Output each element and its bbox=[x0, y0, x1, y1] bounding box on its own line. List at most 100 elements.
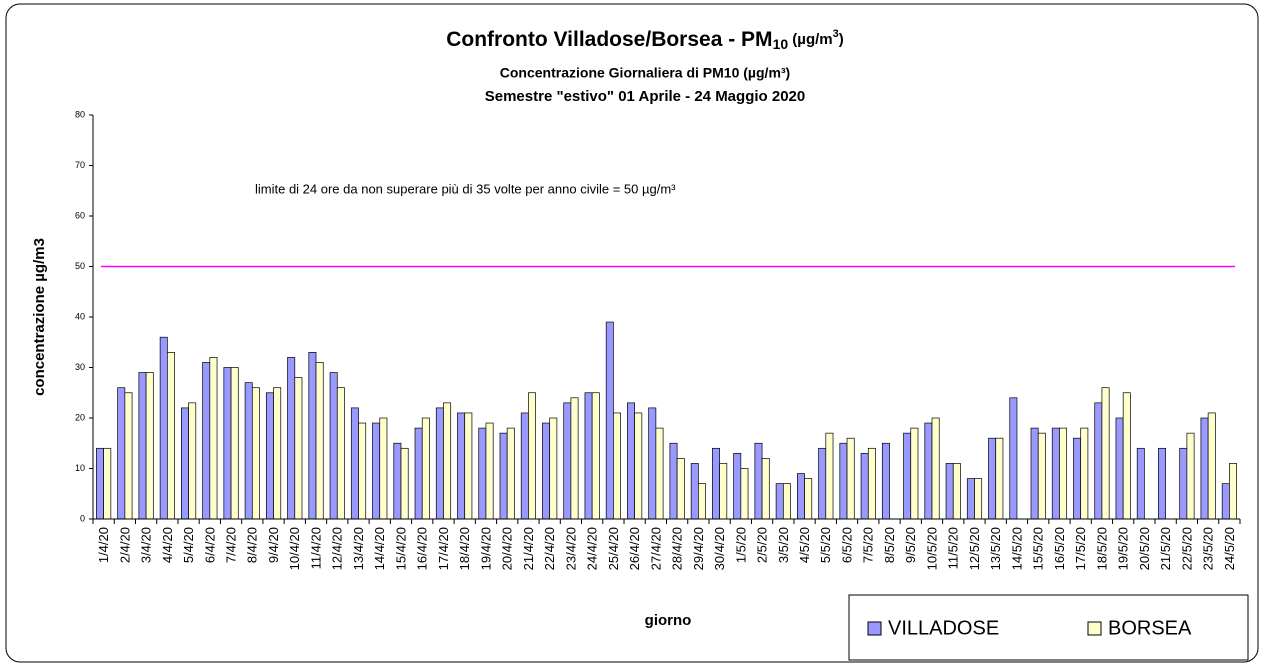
bar bbox=[1186, 432, 1195, 520]
x-tick-label: 2/5/20 bbox=[755, 527, 770, 563]
x-tick-label: 13/5/20 bbox=[988, 527, 1003, 570]
legend-label: VILLADOSE bbox=[888, 617, 999, 639]
bar bbox=[952, 463, 961, 520]
y-tick-label: 10 bbox=[75, 463, 85, 473]
bar bbox=[796, 473, 805, 520]
bar bbox=[273, 387, 282, 520]
bar bbox=[379, 417, 388, 520]
bar bbox=[846, 437, 855, 520]
bar bbox=[924, 422, 933, 520]
bar bbox=[223, 367, 232, 520]
bar bbox=[294, 377, 303, 520]
bar bbox=[1037, 432, 1046, 520]
y-tick-label: 70 bbox=[75, 160, 85, 170]
bar bbox=[528, 392, 537, 520]
bar bbox=[839, 442, 848, 520]
y-tick-label: 30 bbox=[75, 362, 85, 372]
bar bbox=[1136, 447, 1145, 520]
bar bbox=[761, 458, 770, 520]
x-tick-label: 16/5/20 bbox=[1052, 527, 1067, 570]
bar bbox=[867, 447, 876, 520]
x-tick-label: 11/4/20 bbox=[308, 527, 323, 569]
chart-subtitle: Semestre "estivo" 01 Aprile - 24 Maggio … bbox=[485, 88, 805, 105]
bar bbox=[1229, 463, 1237, 520]
bar bbox=[159, 336, 168, 520]
bar bbox=[103, 447, 112, 520]
bar bbox=[1207, 412, 1216, 520]
x-tick-label: 24/4/20 bbox=[585, 527, 600, 570]
annotation: limite di 24 ore da non superare più di … bbox=[255, 181, 676, 196]
bar bbox=[881, 442, 890, 520]
x-tick-label: 9/4/20 bbox=[266, 527, 281, 563]
bar bbox=[804, 478, 813, 520]
bar bbox=[443, 402, 452, 520]
bar bbox=[265, 392, 274, 520]
bar bbox=[181, 407, 189, 520]
x-tick-label: 4/4/20 bbox=[160, 527, 175, 563]
y-tick-label: 40 bbox=[75, 311, 85, 321]
bar bbox=[166, 352, 175, 520]
x-tick-label: 3/5/20 bbox=[776, 527, 791, 563]
bar bbox=[1051, 427, 1060, 520]
x-tick-label: 10/4/20 bbox=[287, 527, 302, 570]
bar bbox=[350, 407, 359, 520]
x-tick-label: 24/5/20 bbox=[1222, 527, 1237, 570]
bar bbox=[782, 483, 791, 520]
bar bbox=[336, 387, 345, 520]
bar bbox=[287, 357, 296, 520]
x-tick-label: 5/4/20 bbox=[181, 527, 196, 563]
bar bbox=[945, 463, 954, 520]
bar bbox=[520, 412, 529, 520]
x-tick-label: 5/5/20 bbox=[818, 527, 833, 563]
bar bbox=[655, 427, 664, 520]
x-tick-label: 27/4/20 bbox=[648, 527, 663, 570]
x-tick-label: 10/5/20 bbox=[924, 527, 939, 570]
bar bbox=[188, 402, 197, 520]
bar bbox=[563, 402, 572, 520]
x-tick-label: 14/4/20 bbox=[372, 527, 387, 570]
bar bbox=[1122, 392, 1131, 520]
chart-title: Confronto Villadose/Borsea - PM10 (µg/m3… bbox=[446, 28, 844, 52]
x-tick-label: 4/5/20 bbox=[797, 527, 812, 563]
bar bbox=[464, 412, 473, 520]
bar bbox=[358, 422, 367, 520]
x-tick-label: 2/4/20 bbox=[117, 527, 132, 563]
bar bbox=[648, 407, 657, 520]
x-tick-label: 30/4/20 bbox=[712, 527, 727, 570]
bar bbox=[613, 412, 621, 520]
bar bbox=[244, 382, 253, 520]
bar bbox=[485, 422, 494, 520]
x-tick-label: 6/5/20 bbox=[839, 527, 854, 563]
x-tick-label: 26/4/20 bbox=[627, 527, 642, 570]
bar bbox=[974, 478, 983, 520]
bar bbox=[1101, 387, 1110, 520]
x-tick-label: 25/4/20 bbox=[606, 527, 621, 570]
bar bbox=[96, 447, 104, 520]
bar bbox=[138, 372, 147, 520]
x-tick-label: 19/5/20 bbox=[1116, 527, 1131, 570]
bar bbox=[605, 321, 614, 520]
bar bbox=[1094, 402, 1103, 520]
bar bbox=[740, 468, 749, 520]
x-tick-label: 6/4/20 bbox=[202, 527, 217, 563]
x-tick-label: 28/4/20 bbox=[670, 527, 685, 570]
x-tick-label: 7/4/20 bbox=[224, 527, 239, 563]
bar bbox=[818, 447, 827, 520]
x-tick-label: 9/5/20 bbox=[903, 527, 918, 563]
bar bbox=[676, 458, 685, 520]
bar bbox=[698, 483, 706, 520]
x-tick-label: 15/5/20 bbox=[1031, 527, 1046, 570]
bar bbox=[372, 422, 381, 520]
bar bbox=[931, 417, 940, 520]
bar bbox=[251, 387, 260, 520]
x-tick-label: 3/4/20 bbox=[139, 527, 154, 563]
x-tick-label: 12/4/20 bbox=[330, 527, 345, 570]
bar bbox=[669, 442, 678, 520]
x-tick-label: 1/5/20 bbox=[733, 527, 748, 563]
x-tick-label: 18/4/20 bbox=[457, 527, 472, 570]
legend-label: BORSEA bbox=[1108, 617, 1192, 639]
bar bbox=[591, 392, 600, 520]
bar bbox=[1179, 447, 1188, 520]
legend-swatch bbox=[1087, 621, 1102, 636]
y-tick-label: 50 bbox=[75, 261, 85, 271]
